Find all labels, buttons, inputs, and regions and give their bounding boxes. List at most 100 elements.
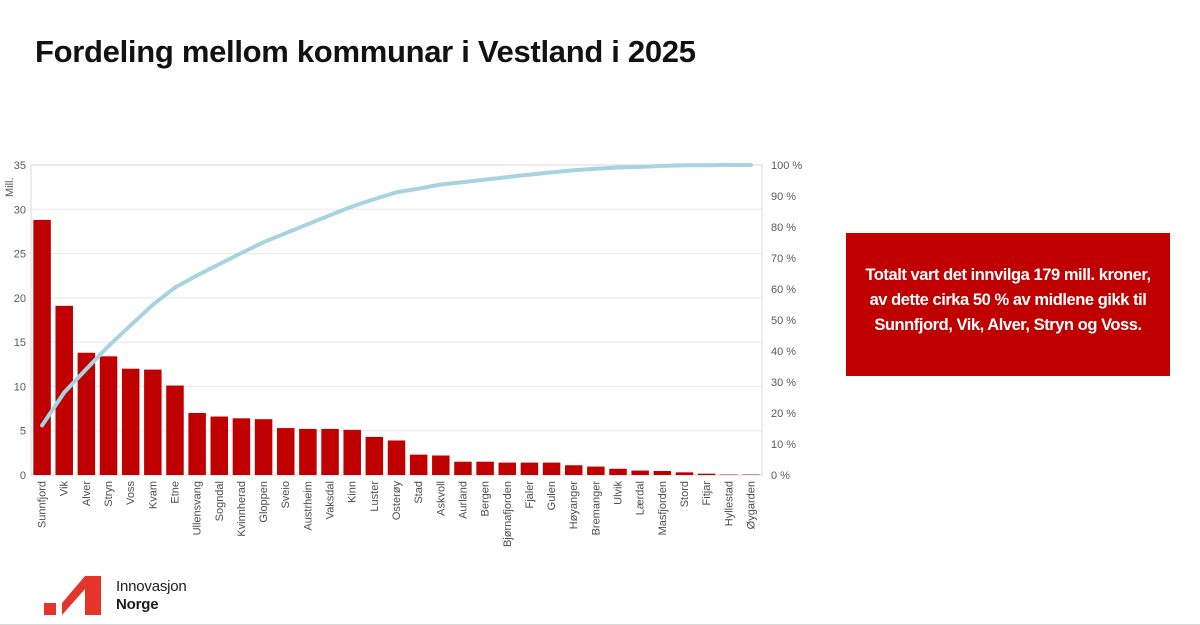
bar-Stad	[409, 454, 428, 475]
category-label-Vik: Vik	[59, 481, 71, 497]
category-label-Fitjar: Fitjar	[701, 481, 713, 506]
bar-Ullensvang	[188, 413, 206, 475]
bar-Gulen	[542, 462, 561, 475]
logo-text-line2: Norge	[116, 595, 159, 613]
logo-square	[44, 603, 56, 615]
category-label-Gloppen: Gloppen	[258, 481, 270, 523]
right-axis-tick-label: 80 %	[771, 222, 796, 234]
bar-Lærdal	[631, 470, 649, 475]
bar-Kinn	[343, 429, 361, 475]
bar-Austrheim	[299, 428, 317, 475]
annotation-box: Totalt vart det innvilga 179 mill. krone…	[846, 233, 1170, 376]
bar-Høyanger	[564, 465, 583, 475]
category-label-Sunnfjord: Sunnfjord	[37, 481, 49, 528]
logo-diagonal	[62, 576, 85, 615]
bar-Voss	[121, 368, 140, 475]
category-label-Aurland: Aurland	[458, 481, 470, 519]
pareto-chart: 0 5 10 15 20 25 30 35 Mill. 0 % 10 % 20 % 30 % 40 % 50…	[4, 160, 802, 547]
bar-Luster	[365, 436, 384, 475]
bar-Masfjorden	[653, 471, 672, 475]
left-axis-title: Mill.	[4, 177, 16, 197]
bar-Sunnfjord	[33, 219, 51, 475]
bar-Fitjar	[697, 473, 716, 475]
category-label-Lærdal: Lærdal	[635, 481, 647, 515]
right-axis-tick-label: 90 %	[771, 191, 796, 203]
category-label-Stryn: Stryn	[103, 481, 115, 507]
bar-Bremanger	[587, 466, 605, 475]
logo-text: Innovasjon Norge	[116, 578, 187, 614]
category-label-Austrheim: Austrheim	[302, 481, 314, 531]
category-label-Kvam: Kvam	[147, 481, 159, 509]
bar-Stord	[675, 472, 694, 475]
bar-Alver	[77, 352, 96, 475]
bar-Etne	[166, 385, 184, 475]
category-label-Hyllestad: Hyllestad	[723, 481, 735, 526]
category-label-Kvinnherad: Kvinnherad	[236, 481, 248, 537]
logo-vertical-bar	[85, 576, 101, 615]
right-axis-tick-label: 70 %	[771, 253, 796, 265]
left-axis-tick-label: 30	[14, 204, 26, 216]
left-axis-tick-label: 25	[14, 249, 26, 261]
innovasjon-norge-logo: Innovasjon Norge	[44, 576, 187, 615]
category-label-Sveio: Sveio	[280, 481, 292, 509]
category-label-Stord: Stord	[679, 481, 691, 507]
category-label-Høyanger: Høyanger	[568, 481, 580, 530]
category-label-Etne: Etne	[170, 481, 182, 504]
category-label-Vaksdal: Vaksdal	[325, 481, 337, 519]
left-axis-tick-label: 20	[14, 293, 26, 305]
category-label-Øygarden: Øygarden	[745, 481, 757, 529]
category-label-Ullensvang: Ullensvang	[192, 481, 204, 535]
innovasjon-norge-logo-icon	[44, 576, 101, 615]
bar-Sveio	[276, 428, 295, 475]
right-axis-tick-label: 100 %	[771, 160, 802, 172]
bar-Bjørnafjorden	[498, 462, 517, 475]
category-label-Osterøy: Osterøy	[391, 481, 403, 521]
right-axis-tick-label: 10 %	[771, 439, 796, 451]
bar-Kvinnherad	[232, 418, 251, 475]
bar-Ulvik	[609, 468, 627, 475]
right-axis-tick-label: 50 %	[771, 315, 796, 327]
page-title: Fordeling mellom kommunar i Vestland i 2…	[35, 34, 696, 69]
category-label-Voss: Voss	[125, 481, 137, 505]
left-axis-tick-label: 15	[14, 337, 26, 349]
bar-Sogndal	[210, 416, 229, 475]
cumulative-line	[40, 163, 753, 428]
right-axis-tick-label: 30 %	[771, 377, 796, 389]
bar-Gloppen	[254, 419, 273, 475]
category-label-Stad: Stad	[413, 481, 425, 504]
right-axis-tick-label: 20 %	[771, 408, 796, 420]
right-axis-tick-label: 40 %	[771, 346, 796, 358]
bar-Vaksdal	[321, 428, 339, 475]
annotation-text-line: av dette cirka 50 % av midlene gikk til	[869, 291, 1147, 309]
right-axis-tick-label: 0 %	[771, 470, 790, 482]
category-label-Gulen: Gulen	[546, 481, 558, 510]
bar-Kvam	[144, 369, 162, 475]
logo-text-line1: Innovasjon	[116, 577, 187, 595]
right-axis-tick-label: 60 %	[771, 284, 796, 296]
category-label-Bremanger: Bremanger	[590, 481, 602, 536]
left-axis-tick-label: 10	[14, 381, 26, 393]
category-label-Kinn: Kinn	[347, 481, 359, 503]
category-label-Alver: Alver	[81, 481, 93, 506]
annotation-text-line: Totalt vart det innvilga 179 mill. krone…	[865, 266, 1151, 284]
category-label-Masfjorden: Masfjorden	[657, 481, 669, 535]
category-label-Fjaler: Fjaler	[524, 481, 536, 509]
category-label-Bergen: Bergen	[480, 481, 492, 516]
left-axis-tick-label: 35	[14, 160, 26, 172]
category-label-Ulvik: Ulvik	[613, 481, 625, 505]
bar-Fjaler	[520, 462, 539, 475]
bar-Osterøy	[387, 440, 406, 475]
category-label-Bjørnafjorden: Bjørnafjorden	[502, 481, 514, 547]
plot-border	[30, 164, 763, 476]
category-label-Sogndal: Sogndal	[214, 481, 226, 521]
left-axis-tick-label: 0	[20, 470, 26, 482]
left-axis-tick-label: 5	[20, 426, 26, 438]
annotation-text-line: Sunnfjord, Vik, Alver, Stryn og Voss.	[874, 316, 1142, 334]
bar-Stryn	[99, 356, 118, 475]
bar-Aurland	[454, 461, 472, 475]
category-label-Askvoll: Askvoll	[435, 481, 447, 516]
bar-Bergen	[476, 461, 494, 475]
bar-Askvoll	[432, 455, 450, 475]
category-label-Luster: Luster	[369, 481, 381, 512]
